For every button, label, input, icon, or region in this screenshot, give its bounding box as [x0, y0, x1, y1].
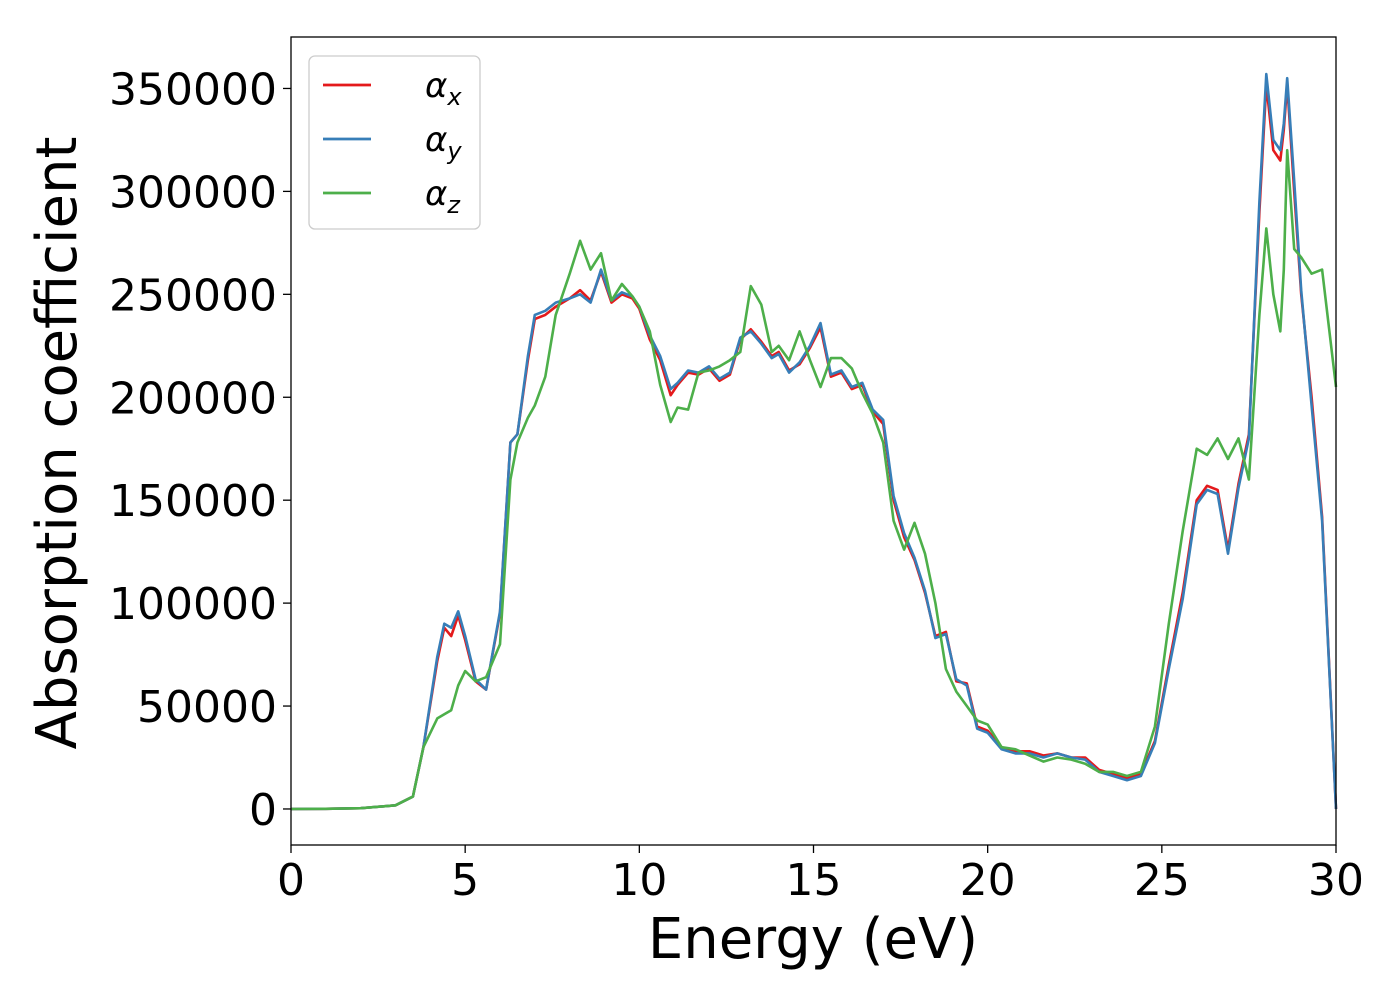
y-tick-label: 50000: [137, 682, 277, 733]
y-tick-label: 100000: [109, 579, 277, 630]
x-tick-label: 30: [1308, 855, 1364, 906]
y-tick-label: 150000: [109, 476, 277, 527]
x-tick-label: 25: [1134, 855, 1190, 906]
y-axis-title: Absorption coefficient: [25, 137, 90, 750]
x-tick-label: 5: [451, 855, 479, 906]
x-tick-label: 10: [611, 855, 667, 906]
legend-label-z: αz: [425, 174, 461, 219]
x-axis: 0 5 10 15 20 25 30: [277, 845, 1364, 906]
x-axis-title: Energy (eV): [648, 907, 978, 972]
y-tick-label: 200000: [109, 373, 277, 424]
y-tick-label: 300000: [109, 167, 277, 218]
legend: αx αy αz: [308, 55, 481, 230]
x-tick-label: 0: [277, 855, 305, 906]
x-tick-label: 15: [786, 855, 842, 906]
series-line-y: [290, 72, 1338, 811]
legend-label-x: αx: [425, 66, 462, 111]
legend-box: [308, 55, 481, 230]
x-tick-label: 20: [960, 855, 1016, 906]
series-line-z: [290, 148, 1338, 811]
y-tick-label: 350000: [109, 64, 277, 115]
plot-lines: [290, 72, 1338, 811]
legend-label-y: αy: [425, 120, 462, 165]
y-tick-label: 0: [249, 785, 277, 836]
y-tick-label: 250000: [109, 270, 277, 321]
y-axis: 0 50000 100000 150000 200000 250000 300000 3500…: [109, 64, 291, 836]
